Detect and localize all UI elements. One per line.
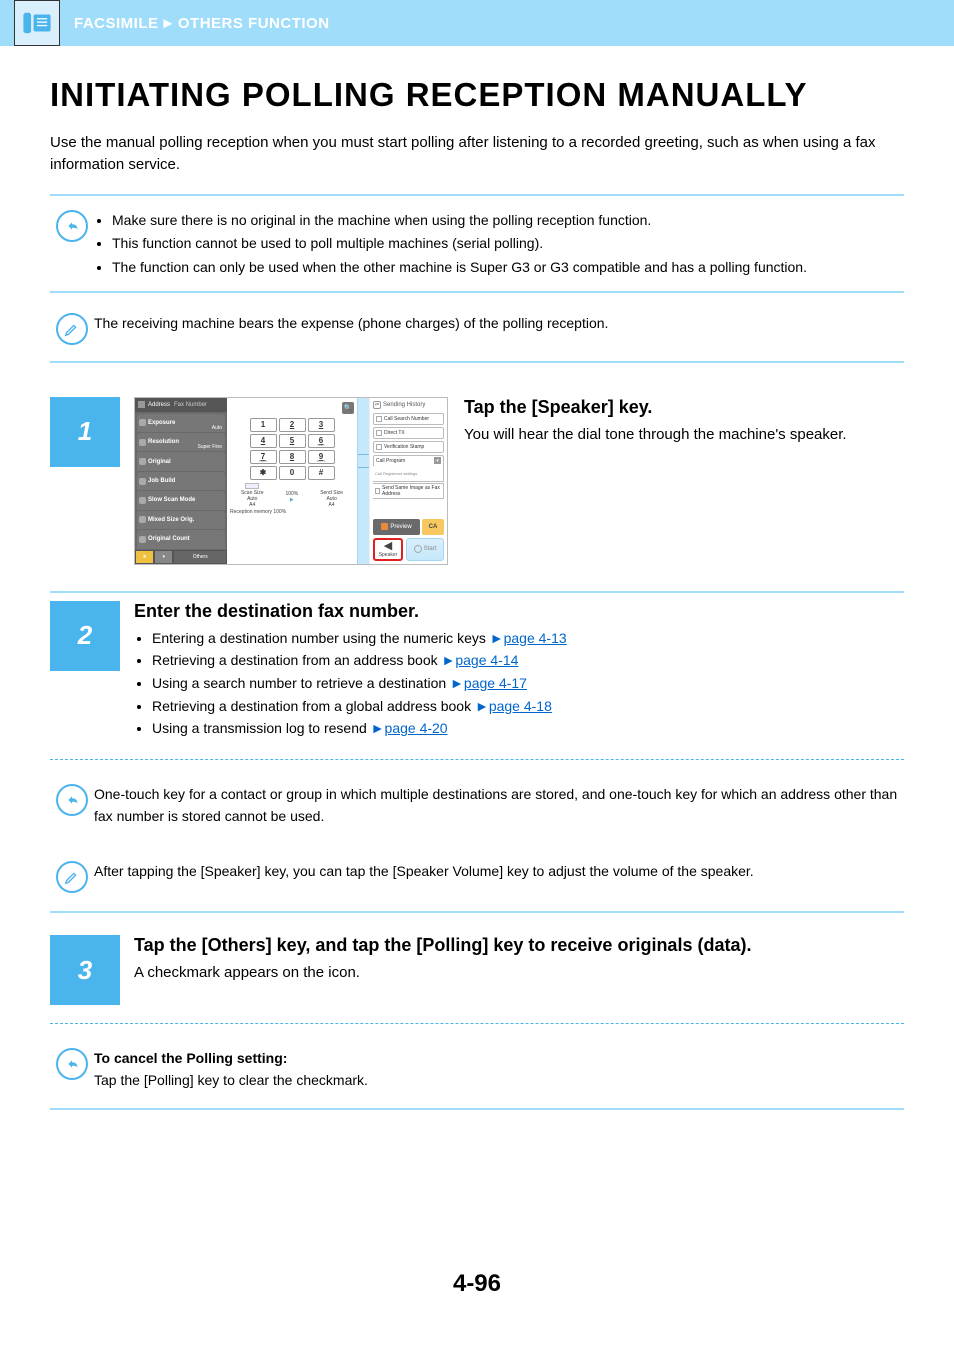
note-block: The receiving machine bears the expense … bbox=[50, 299, 904, 355]
divider bbox=[50, 1108, 904, 1110]
page-number: 4-96 bbox=[50, 1250, 904, 1318]
numeric-keypad: 123 456MNO 7PQRS89WXYZ ✱0# bbox=[250, 418, 335, 480]
breadcrumb: FACSIMILE ► OTHERS FUNCTION bbox=[74, 15, 330, 32]
step-desc: You will hear the dial tone through the … bbox=[464, 424, 904, 446]
device-screenshot: AddressFax Number ExposureAuto Resolutio… bbox=[134, 397, 448, 565]
sub-bullet: Using a search number to retrieve a dest… bbox=[152, 673, 904, 695]
note-block: Make sure there is no original in the ma… bbox=[50, 196, 904, 291]
divider bbox=[50, 911, 904, 913]
page-link[interactable]: ►page 4-13 bbox=[490, 630, 567, 646]
page-link[interactable]: ►page 4-18 bbox=[475, 698, 552, 714]
step-number: 3 bbox=[50, 935, 120, 1005]
pencil-icon bbox=[56, 313, 88, 345]
step-number: 1 bbox=[50, 397, 120, 467]
back-arrow-icon bbox=[56, 1048, 88, 1080]
cancel-heading: To cancel the Polling setting: bbox=[94, 1048, 904, 1070]
fax-icon bbox=[14, 0, 60, 46]
step-desc: A checkmark appears on the icon. bbox=[134, 962, 904, 984]
sub-bullet: Retrieving a destination from an address… bbox=[152, 650, 904, 672]
page-link[interactable]: ►page 4-14 bbox=[442, 652, 519, 668]
step-title: Enter the destination fax number. bbox=[134, 601, 904, 622]
dashed-divider bbox=[50, 1023, 904, 1024]
divider bbox=[50, 291, 904, 293]
breadcrumb-sub[interactable]: OTHERS FUNCTION bbox=[178, 15, 330, 32]
step-title: Tap the [Others] key, and tap the [Polli… bbox=[134, 935, 904, 956]
sub-bullet: Retrieving a destination from a global a… bbox=[152, 696, 904, 718]
step-title: Tap the [Speaker] key. bbox=[464, 397, 904, 418]
step-number: 2 bbox=[50, 601, 120, 671]
triangle-right-icon: ► bbox=[161, 15, 176, 32]
page-link[interactable]: ►page 4-20 bbox=[371, 720, 448, 736]
search-icon: 🔍 bbox=[342, 402, 354, 414]
note-text: After tapping the [Speaker] key, you can… bbox=[94, 857, 904, 883]
speaker-button: ◀Speaker bbox=[373, 538, 403, 561]
sub-bullet: Entering a destination number using the … bbox=[152, 628, 904, 650]
cancel-text: Tap the [Polling] key to clear the check… bbox=[94, 1070, 904, 1092]
note-item: This function cannot be used to poll mul… bbox=[112, 233, 904, 255]
intro-text: Use the manual polling reception when yo… bbox=[50, 132, 904, 176]
page-title: INITIATING POLLING RECEPTION MANUALLY bbox=[50, 76, 904, 114]
header: FACSIMILE ► OTHERS FUNCTION bbox=[0, 0, 954, 46]
back-arrow-icon bbox=[56, 210, 88, 242]
note-item: Make sure there is no original in the ma… bbox=[112, 210, 904, 232]
note-item: The function can only be used when the o… bbox=[112, 257, 904, 279]
breadcrumb-cat[interactable]: FACSIMILE bbox=[74, 15, 159, 32]
sub-bullet: Using a transmission log to resend ►page… bbox=[152, 718, 904, 740]
note-text: The receiving machine bears the expense … bbox=[94, 309, 904, 335]
dashed-divider bbox=[50, 759, 904, 760]
asterisk-key: ✱ bbox=[250, 466, 277, 480]
back-arrow-icon bbox=[56, 784, 88, 816]
pencil-icon bbox=[56, 861, 88, 893]
divider bbox=[50, 361, 904, 363]
page-link[interactable]: ►page 4-17 bbox=[450, 675, 527, 691]
note-text: One-touch key for a contact or group in … bbox=[94, 780, 904, 827]
